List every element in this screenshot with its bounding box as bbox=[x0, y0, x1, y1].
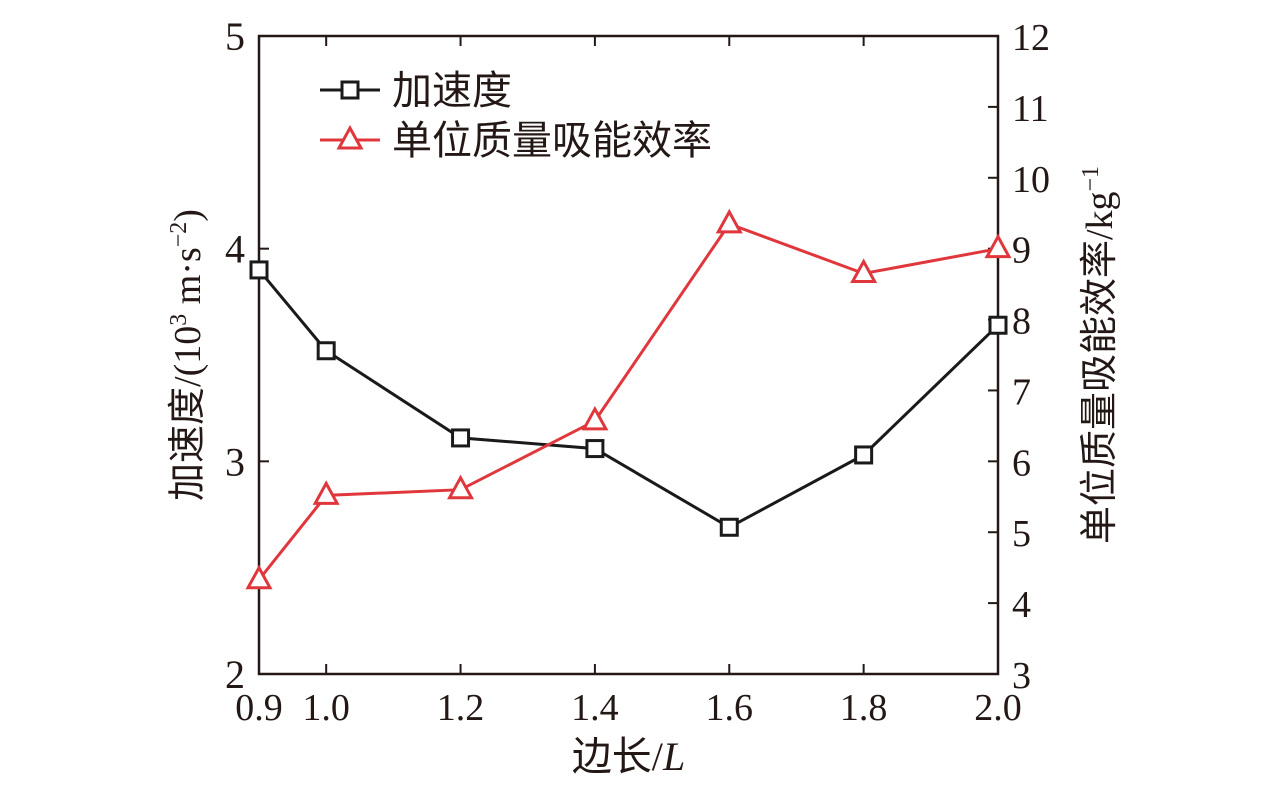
data-point-square bbox=[316, 341, 336, 361]
right-y-axis-title: 单位质量吸能效率/kg−1 bbox=[1078, 166, 1121, 544]
x-tick-label: 1.6 bbox=[706, 687, 754, 729]
data-point-square bbox=[249, 260, 269, 280]
data-point-triangle bbox=[447, 474, 475, 500]
right-y-tick-label: 6 bbox=[1012, 442, 1031, 484]
legend-item: 加速度 bbox=[320, 68, 512, 113]
data-point-triangle bbox=[984, 233, 1012, 259]
x-tick-label: 2.0 bbox=[974, 687, 1022, 729]
right-y-tick-label: 4 bbox=[1012, 584, 1031, 626]
x-axis-title-text: 边长/ bbox=[572, 734, 664, 779]
left-y-tick-label: 3 bbox=[225, 439, 245, 484]
data-point-triangle bbox=[245, 564, 273, 590]
right-y-axis-title-text: 单位质量吸能效率/kg bbox=[1079, 191, 1121, 544]
left-y-axis-title-end: ) bbox=[167, 209, 209, 222]
legend-item: 单位质量吸能效率 bbox=[320, 118, 712, 163]
left-y-axis-title-text: 加速度/(10 bbox=[167, 326, 209, 501]
data-point-triangle bbox=[581, 405, 609, 431]
x-tick-label: 1.2 bbox=[437, 687, 485, 729]
right-y-tick-label: 8 bbox=[1012, 301, 1031, 343]
plot-area-border bbox=[257, 34, 1000, 676]
data-point-triangle bbox=[850, 258, 878, 283]
plot-frame bbox=[257, 34, 1000, 676]
right-y-tick-label: 3 bbox=[1012, 655, 1031, 697]
data-point-square bbox=[451, 428, 471, 448]
x-axis-title-italic: L bbox=[662, 734, 685, 779]
right-y-tick-label: 5 bbox=[1012, 513, 1031, 555]
left-y-tick-label: 4 bbox=[225, 227, 245, 272]
data-point-triangle bbox=[312, 480, 340, 505]
legend-label: 加速度 bbox=[392, 68, 512, 113]
right-y-tick-label: 10 bbox=[1012, 159, 1050, 201]
right-y-tick-label: 9 bbox=[1012, 230, 1031, 272]
left-y-tick-label: 2 bbox=[225, 652, 245, 697]
axis-labels: 边长/L 加速度/(103 m·s−2) 单位质量吸能效率/kg−1 bbox=[166, 166, 1121, 779]
legend-marker-triangle bbox=[336, 124, 364, 150]
series-group bbox=[245, 208, 1012, 590]
data-point-square bbox=[854, 445, 874, 465]
series-energy-efficiency bbox=[245, 208, 1012, 590]
right-y-tick-label: 12 bbox=[1012, 17, 1050, 59]
series-acceleration bbox=[249, 260, 1008, 537]
right-y-axis-title-sup: −1 bbox=[1078, 166, 1104, 192]
right-y-tick-label: 7 bbox=[1012, 371, 1031, 413]
x-tick-label: 0.9 bbox=[235, 687, 283, 729]
left-y-tick-label: 5 bbox=[225, 14, 245, 59]
x-tick-label: 1.4 bbox=[571, 687, 619, 729]
series-line bbox=[257, 222, 999, 581]
series-line bbox=[257, 268, 1000, 530]
left-y-axis-title: 加速度/(103 m·s−2) bbox=[166, 209, 209, 501]
left-y-axis-title-sup2: −2 bbox=[166, 222, 192, 248]
left-y-axis-title-mid: m·s bbox=[167, 247, 209, 314]
data-point-square bbox=[585, 439, 605, 459]
axis-ticks: 0.9 1.0 1.2 1.4 1.6 1.8 2.0 2 3 4 5 3 4 5 6 7 8 9 10 11 12 bbox=[225, 14, 1050, 729]
data-point-square bbox=[719, 517, 739, 537]
right-y-tick-label: 11 bbox=[1012, 88, 1049, 130]
x-tick-label: 1.8 bbox=[840, 687, 888, 729]
left-y-axis-title-sup1: 3 bbox=[166, 314, 192, 326]
legend-label: 单位质量吸能效率 bbox=[392, 118, 712, 163]
legend-marker-square bbox=[340, 80, 360, 100]
x-tick-label: 1.0 bbox=[302, 687, 350, 729]
data-point-triangle bbox=[715, 208, 743, 234]
x-axis-title: 边长/L bbox=[572, 734, 685, 779]
data-point-square bbox=[988, 315, 1008, 335]
